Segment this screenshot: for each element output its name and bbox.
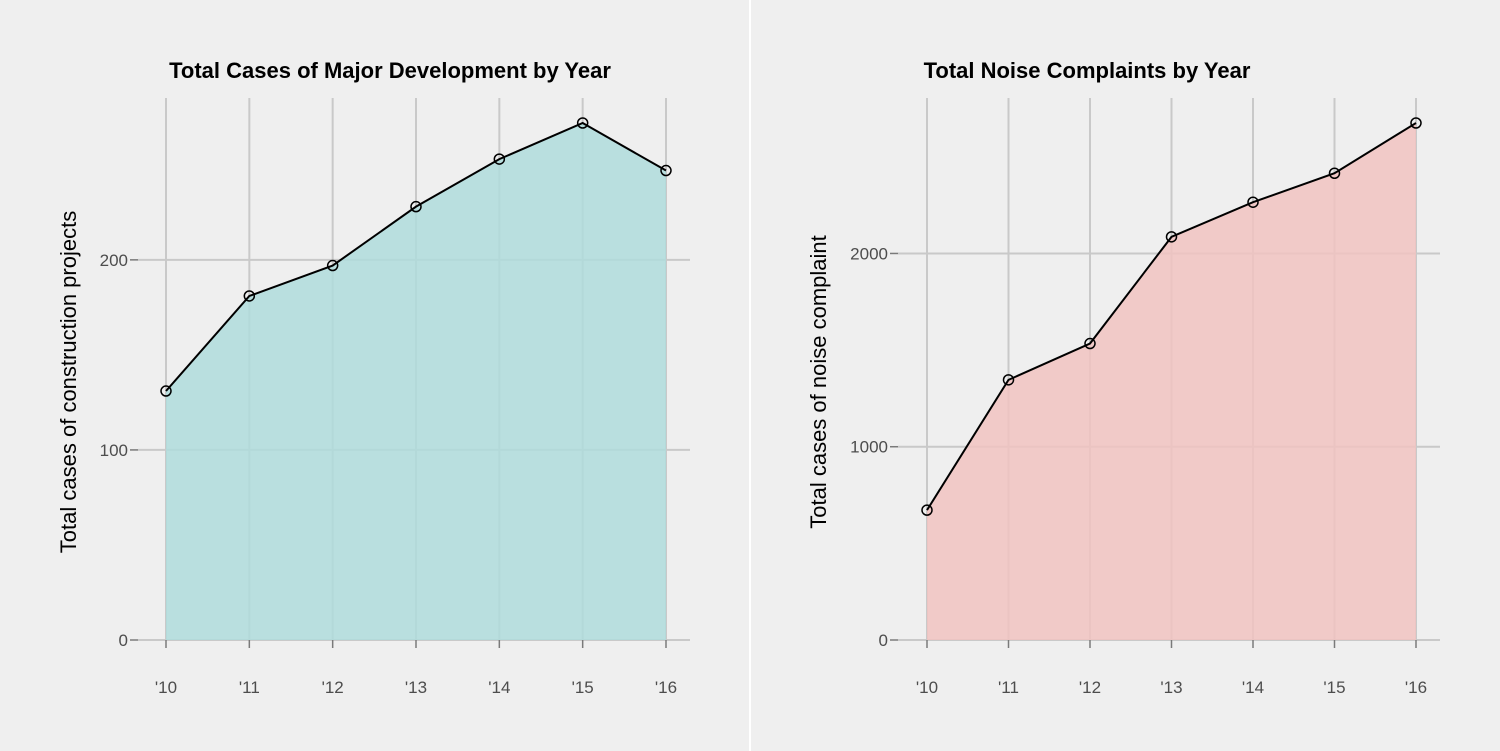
- x-tick-label: '13: [1160, 678, 1182, 697]
- plot-area: 0 100 200 '10 '11 '12 '13 '14 '15 '16: [100, 98, 690, 697]
- data-point: [921, 504, 933, 516]
- x-tick-label: '14: [1242, 678, 1264, 697]
- data-point: [1410, 117, 1422, 129]
- y-axis-label: Total cases of noise complaint: [806, 235, 831, 529]
- x-tick-label: '16: [1405, 678, 1427, 697]
- x-tick-label: '14: [488, 678, 510, 697]
- y-tick-label: 200: [100, 251, 128, 270]
- x-tick-label: '13: [405, 678, 427, 697]
- data-point: [1247, 196, 1259, 208]
- x-tick-label: '15: [1323, 678, 1345, 697]
- x-tick-label: '10: [155, 678, 177, 697]
- x-tick-label: '10: [916, 678, 938, 697]
- data-point: [1165, 231, 1178, 243]
- series-area: [927, 123, 1416, 640]
- panel-noise-complaints: Total Noise Complaints by Year Total cas…: [751, 0, 1500, 751]
- data-point: [576, 117, 589, 129]
- y-tick-label: 0: [879, 631, 888, 650]
- x-tick-label: '12: [322, 678, 344, 697]
- y-tick-label: 1000: [850, 438, 888, 457]
- x-tick-label: '12: [1079, 678, 1101, 697]
- y-tick-label: 2000: [850, 244, 888, 263]
- data-point: [1084, 337, 1096, 350]
- plot-area: 0 1000 2000 '10 '11 '12 '13 '14 '15 '16: [850, 98, 1440, 697]
- series-line: [165, 121, 667, 392]
- data-point: [410, 200, 422, 213]
- x-tick-label: '11: [239, 678, 260, 697]
- y-tick-label: 100: [100, 441, 128, 460]
- data-point: [493, 153, 506, 165]
- y-tick-label: 0: [119, 631, 128, 650]
- data-point: [326, 259, 339, 272]
- y-axis-label: Total cases of construction projects: [56, 211, 81, 553]
- chart-title: Total Noise Complaints by Year: [924, 58, 1251, 83]
- x-tick-label: '11: [998, 678, 1019, 697]
- data-point: [243, 290, 256, 302]
- data-point: [660, 164, 672, 177]
- panel-major-development: Total Cases of Major Development by Year…: [0, 0, 749, 751]
- series-line: [926, 122, 1417, 511]
- x-tick-label: '16: [655, 678, 677, 697]
- series-area: [166, 123, 666, 640]
- data-point: [160, 385, 172, 397]
- data-point: [1328, 167, 1341, 180]
- x-tick-label: '15: [572, 678, 594, 697]
- data-point: [1002, 374, 1015, 386]
- chart-title: Total Cases of Major Development by Year: [169, 58, 611, 83]
